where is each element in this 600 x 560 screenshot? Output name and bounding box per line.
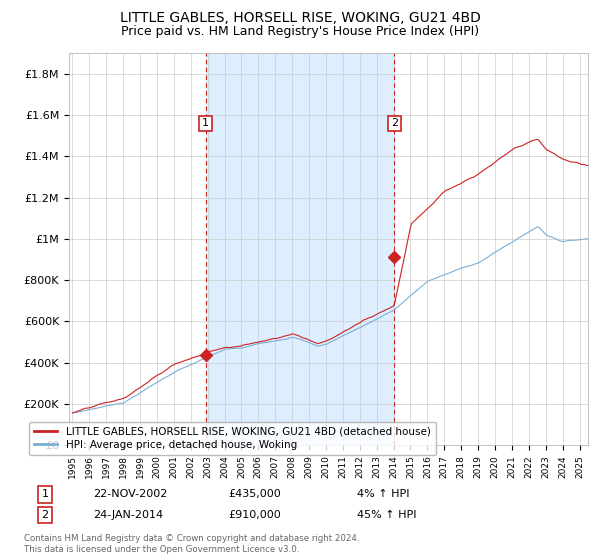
Text: £435,000: £435,000 [228, 489, 281, 500]
Text: 45% ↑ HPI: 45% ↑ HPI [357, 510, 416, 520]
Text: 22-NOV-2002: 22-NOV-2002 [93, 489, 167, 500]
Text: 24-JAN-2014: 24-JAN-2014 [93, 510, 163, 520]
Text: 1: 1 [202, 118, 209, 128]
Bar [206, 53, 394, 445]
Text: 2: 2 [41, 510, 49, 520]
Text: Contains HM Land Registry data © Crown copyright and database right 2024.: Contains HM Land Registry data © Crown c… [24, 534, 359, 543]
Text: This data is licensed under the Open Government Licence v3.0.: This data is licensed under the Open Gov… [24, 545, 299, 554]
Text: 1: 1 [41, 489, 49, 500]
Text: Price paid vs. HM Land Registry's House Price Index (HPI): Price paid vs. HM Land Registry's House … [121, 25, 479, 38]
Text: 2: 2 [391, 118, 398, 128]
Text: 4% ↑ HPI: 4% ↑ HPI [357, 489, 409, 500]
Text: £910,000: £910,000 [228, 510, 281, 520]
Legend: LITTLE GABLES, HORSELL RISE, WOKING, GU21 4BD (detached house), HPI: Average pri: LITTLE GABLES, HORSELL RISE, WOKING, GU2… [29, 422, 436, 455]
Text: LITTLE GABLES, HORSELL RISE, WOKING, GU21 4BD: LITTLE GABLES, HORSELL RISE, WOKING, GU2… [119, 11, 481, 25]
